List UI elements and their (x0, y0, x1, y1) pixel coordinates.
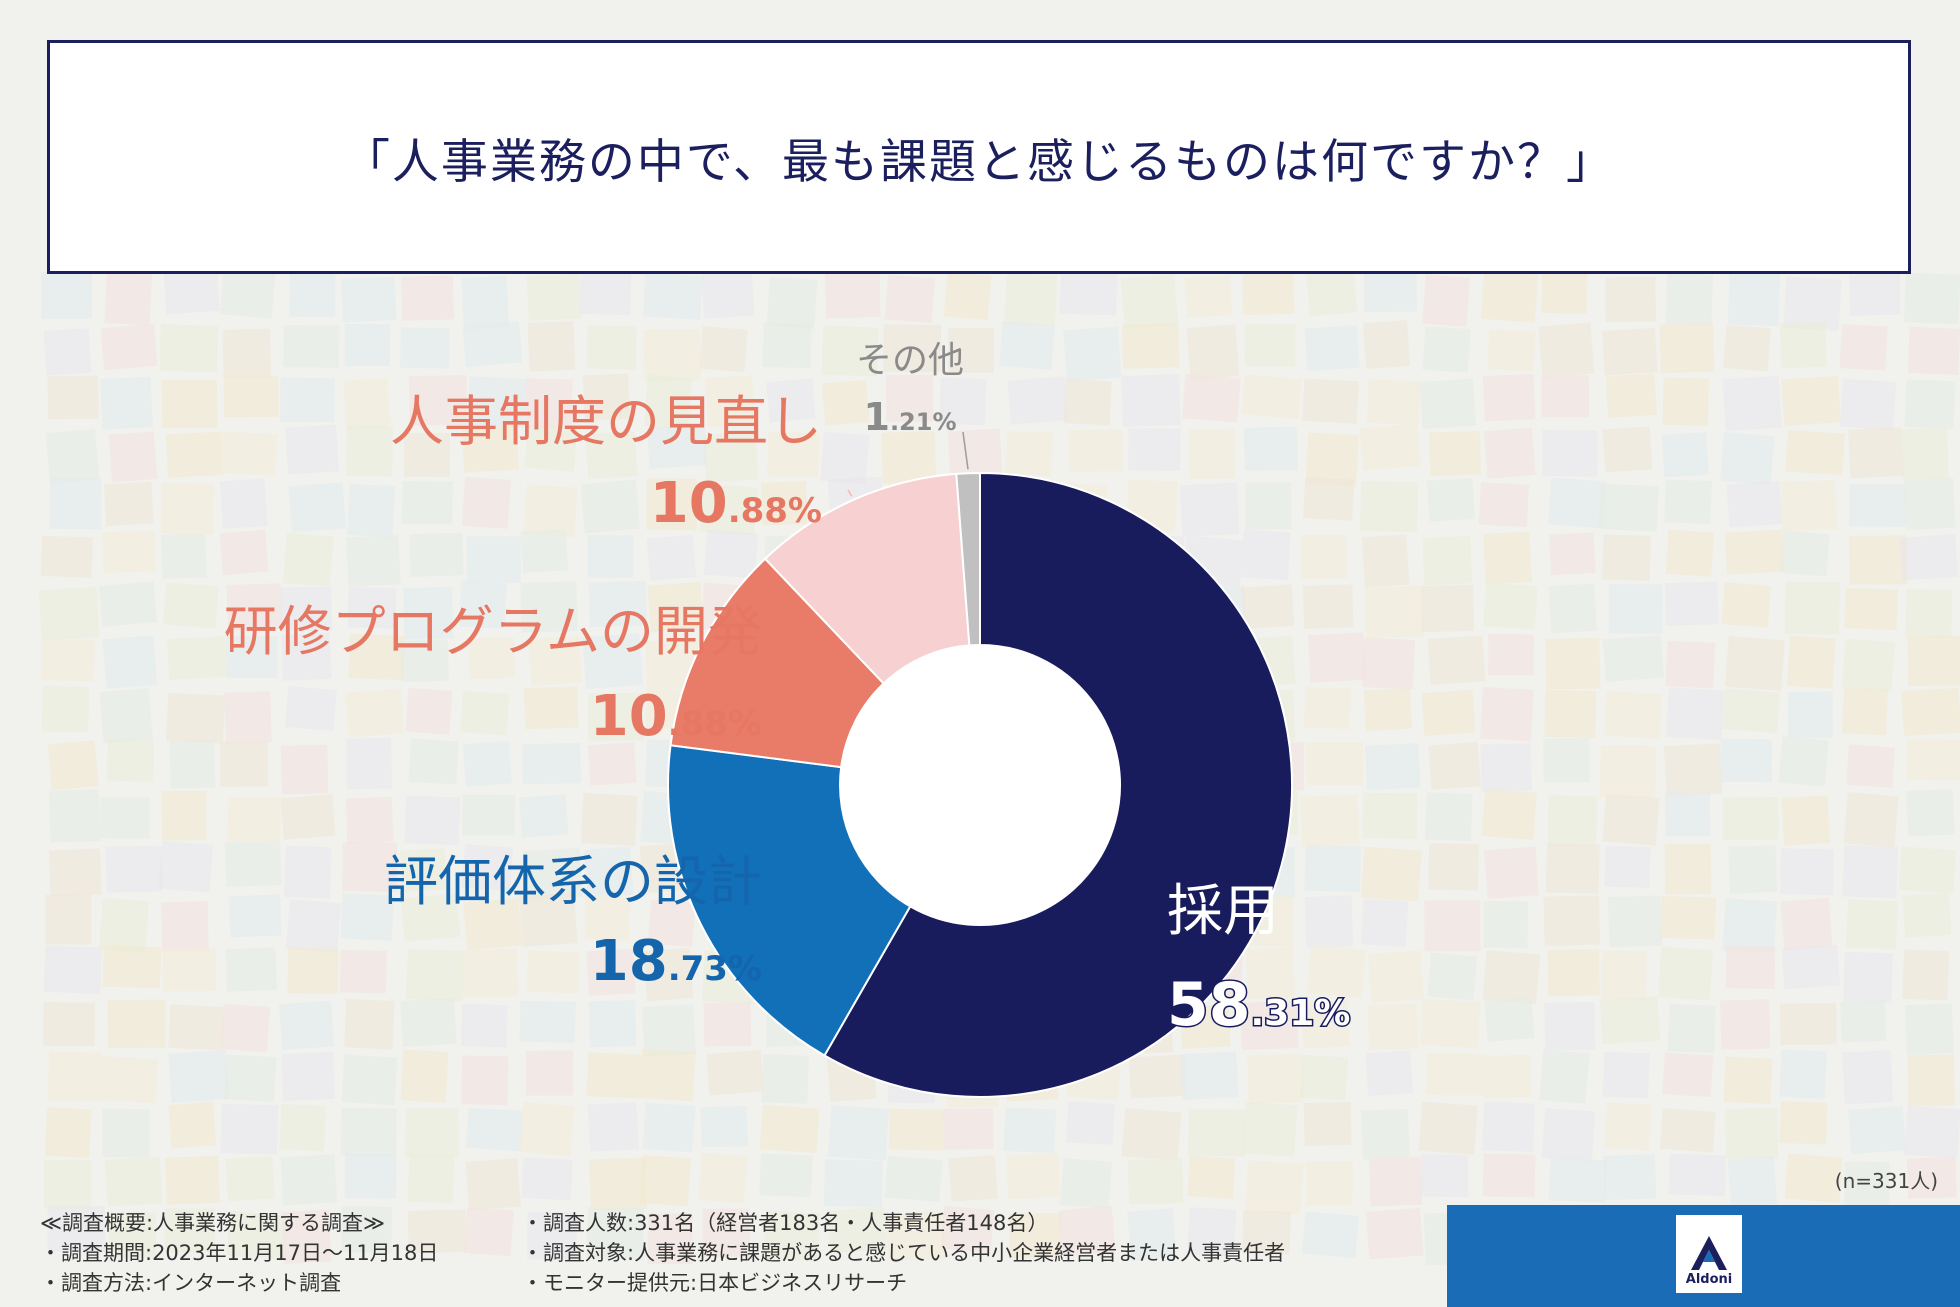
logo-mark-icon (1691, 1236, 1727, 1270)
slice-value-label: 10.88% (590, 684, 762, 749)
slice-value-label: 10.88% (650, 471, 822, 536)
slice-name-label: 研修プログラムの開発 (224, 600, 762, 663)
logo-text: Aldoni (1685, 1272, 1733, 1287)
survey-notes-left: ≪調査概要:人事業務に関する調査≫ ・調査期間:2023年11月17日〜11月1… (40, 1208, 438, 1298)
slice-name-label: 採用 (1167, 879, 1279, 944)
slice-name-label: 人事制度の見直し (390, 390, 822, 453)
donut-slice-1 (667, 744, 912, 1057)
slice-value-label: 18.73% (590, 929, 762, 994)
note-line: ・調査方法:インターネット調査 (40, 1271, 342, 1295)
company-logo: Aldoni (1676, 1215, 1742, 1293)
note-line: ・調査人数:331名（経営者183名・人事責任者148名） (522, 1211, 1049, 1235)
survey-notes-right: ・調査人数:331名（経営者183名・人事責任者148名） ・調査対象:人事業務… (522, 1208, 1285, 1298)
slice-name-label: 評価体系の設計 (384, 850, 762, 913)
note-line: ・調査対象:人事業務に課題があると感じている中小企業経営者または人事責任者 (522, 1241, 1286, 1265)
donut-hole (840, 645, 1120, 925)
sample-size-label: (n=331人) (1834, 1169, 1938, 1193)
leader-line-4 (962, 431, 969, 470)
slice-value-label: 1.21% (863, 395, 956, 439)
slice-name-label: その他 (856, 340, 964, 381)
note-line: ・調査期間:2023年11月17日〜11月18日 (40, 1241, 439, 1265)
leader-line-3 (847, 489, 853, 497)
slice-value-label: 58.31% (1167, 970, 1350, 1040)
title-box: 「人事業務の中で、最も課題と感じるものは何ですか？」 (47, 40, 1911, 274)
note-line: ≪調査概要:人事業務に関する調査≫ (40, 1211, 386, 1235)
note-line: ・モニター提供元:日本ビジネスリサーチ (522, 1271, 908, 1295)
chart-title: 「人事業務の中で、最も課題と感じるものは何ですか？」 (342, 134, 1616, 190)
